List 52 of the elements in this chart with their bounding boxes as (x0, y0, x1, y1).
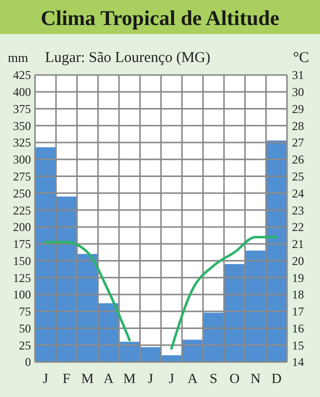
y2-tick-label: 29 (292, 102, 304, 116)
y-tick-label: 225 (13, 203, 31, 218)
y2-tick-label: 14 (292, 355, 304, 370)
y2-tick-label: 17 (292, 304, 304, 319)
x-tick-label: M (123, 372, 136, 387)
x-tick-label: A (103, 372, 114, 387)
y-tick-label: 425 (13, 68, 31, 82)
y2-tick-label: 26 (292, 152, 304, 167)
y-tick-label: 325 (13, 136, 31, 150)
x-tick-label: N (250, 372, 261, 387)
y2-tick-label: 28 (292, 118, 304, 133)
y-tick-label: 0 (25, 355, 31, 370)
x-tick-label: F (62, 372, 71, 387)
y2-tick-label: 24 (292, 186, 304, 200)
y2-tick-label: 19 (292, 270, 304, 285)
chart-title: Clima Tropical de Altitude (40, 6, 280, 30)
y-tick-label: 75 (19, 304, 31, 319)
x-tick-label: S (210, 372, 218, 387)
y-axis-title: mm (8, 50, 28, 65)
y2-axis-title: °C (292, 50, 310, 66)
y2-tick-label: 21 (292, 237, 304, 252)
y2-tick-label: 22 (292, 220, 304, 234)
y-tick-label: 400 (13, 85, 31, 100)
y2-tick-label: 27 (292, 136, 304, 150)
y-tick-label: 150 (13, 254, 31, 268)
y-tick-label: 50 (19, 321, 31, 336)
x-tick-label: J (148, 372, 154, 387)
x-tick-label: M (81, 372, 94, 387)
y2-tick-label: 15 (292, 338, 304, 352)
y-tick-label: 100 (13, 288, 31, 302)
y-tick-label: 250 (13, 186, 31, 200)
x-tick-label: D (271, 372, 282, 387)
y-tick-label: 375 (13, 102, 31, 116)
y2-tick-label: 30 (292, 85, 304, 100)
y2-tick-label: 20 (292, 254, 304, 268)
x-tick-label: A (187, 372, 198, 387)
y-tick-label: 125 (13, 270, 31, 285)
y2-tick-label: 23 (292, 203, 304, 218)
y-tick-label: 200 (13, 220, 31, 234)
chart-subtitle: Lugar: São Lourenço (MG) (45, 50, 210, 66)
y2-tick-label: 18 (292, 288, 304, 302)
y-tick-label: 300 (13, 152, 31, 167)
y-tick-label: 25 (19, 338, 31, 352)
x-tick-label: J (42, 372, 49, 387)
y-tick-label: 350 (13, 118, 31, 133)
y2-tick-label: 16 (292, 321, 304, 336)
x-tick-label: O (229, 372, 240, 387)
y-tick-label: 175 (13, 237, 31, 252)
y2-tick-label: 25 (292, 169, 304, 184)
y2-tick-label: 31 (292, 68, 304, 82)
y-tick-label: 275 (13, 169, 31, 184)
x-tick-label: J (168, 372, 175, 387)
